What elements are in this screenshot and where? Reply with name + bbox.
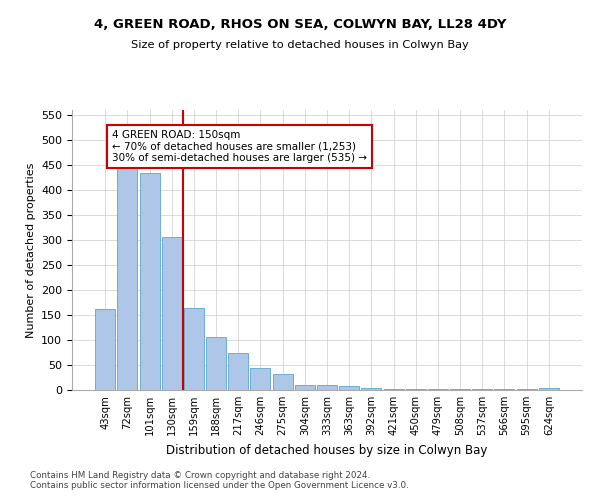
Bar [95, 308, 115, 390]
Bar [383, 388, 404, 390]
Bar [517, 389, 536, 390]
Y-axis label: Number of detached properties: Number of detached properties [26, 162, 35, 338]
Text: 4 GREEN ROAD: 150sqm
← 70% of detached houses are smaller (1,253)
30% of semi-de: 4 GREEN ROAD: 150sqm ← 70% of detached h… [112, 130, 367, 163]
Bar [272, 374, 293, 390]
Bar [539, 388, 559, 390]
Bar [250, 368, 271, 390]
Bar [450, 389, 470, 390]
Bar [494, 389, 514, 390]
Bar [317, 385, 337, 390]
Text: 4, GREEN ROAD, RHOS ON SEA, COLWYN BAY, LL28 4DY: 4, GREEN ROAD, RHOS ON SEA, COLWYN BAY, … [94, 18, 506, 30]
Bar [206, 337, 226, 390]
Bar [184, 308, 204, 390]
Bar [118, 165, 137, 390]
Bar [228, 353, 248, 390]
Bar [406, 389, 426, 390]
Text: Contains public sector information licensed under the Open Government Licence v3: Contains public sector information licen… [30, 481, 409, 490]
Bar [472, 389, 492, 390]
Bar [361, 388, 382, 390]
Bar [162, 236, 182, 390]
Text: Size of property relative to detached houses in Colwyn Bay: Size of property relative to detached ho… [131, 40, 469, 50]
Bar [140, 172, 160, 390]
Bar [428, 389, 448, 390]
X-axis label: Distribution of detached houses by size in Colwyn Bay: Distribution of detached houses by size … [166, 444, 488, 456]
Bar [339, 386, 359, 390]
Text: Contains HM Land Registry data © Crown copyright and database right 2024.: Contains HM Land Registry data © Crown c… [30, 471, 370, 480]
Bar [295, 385, 315, 390]
